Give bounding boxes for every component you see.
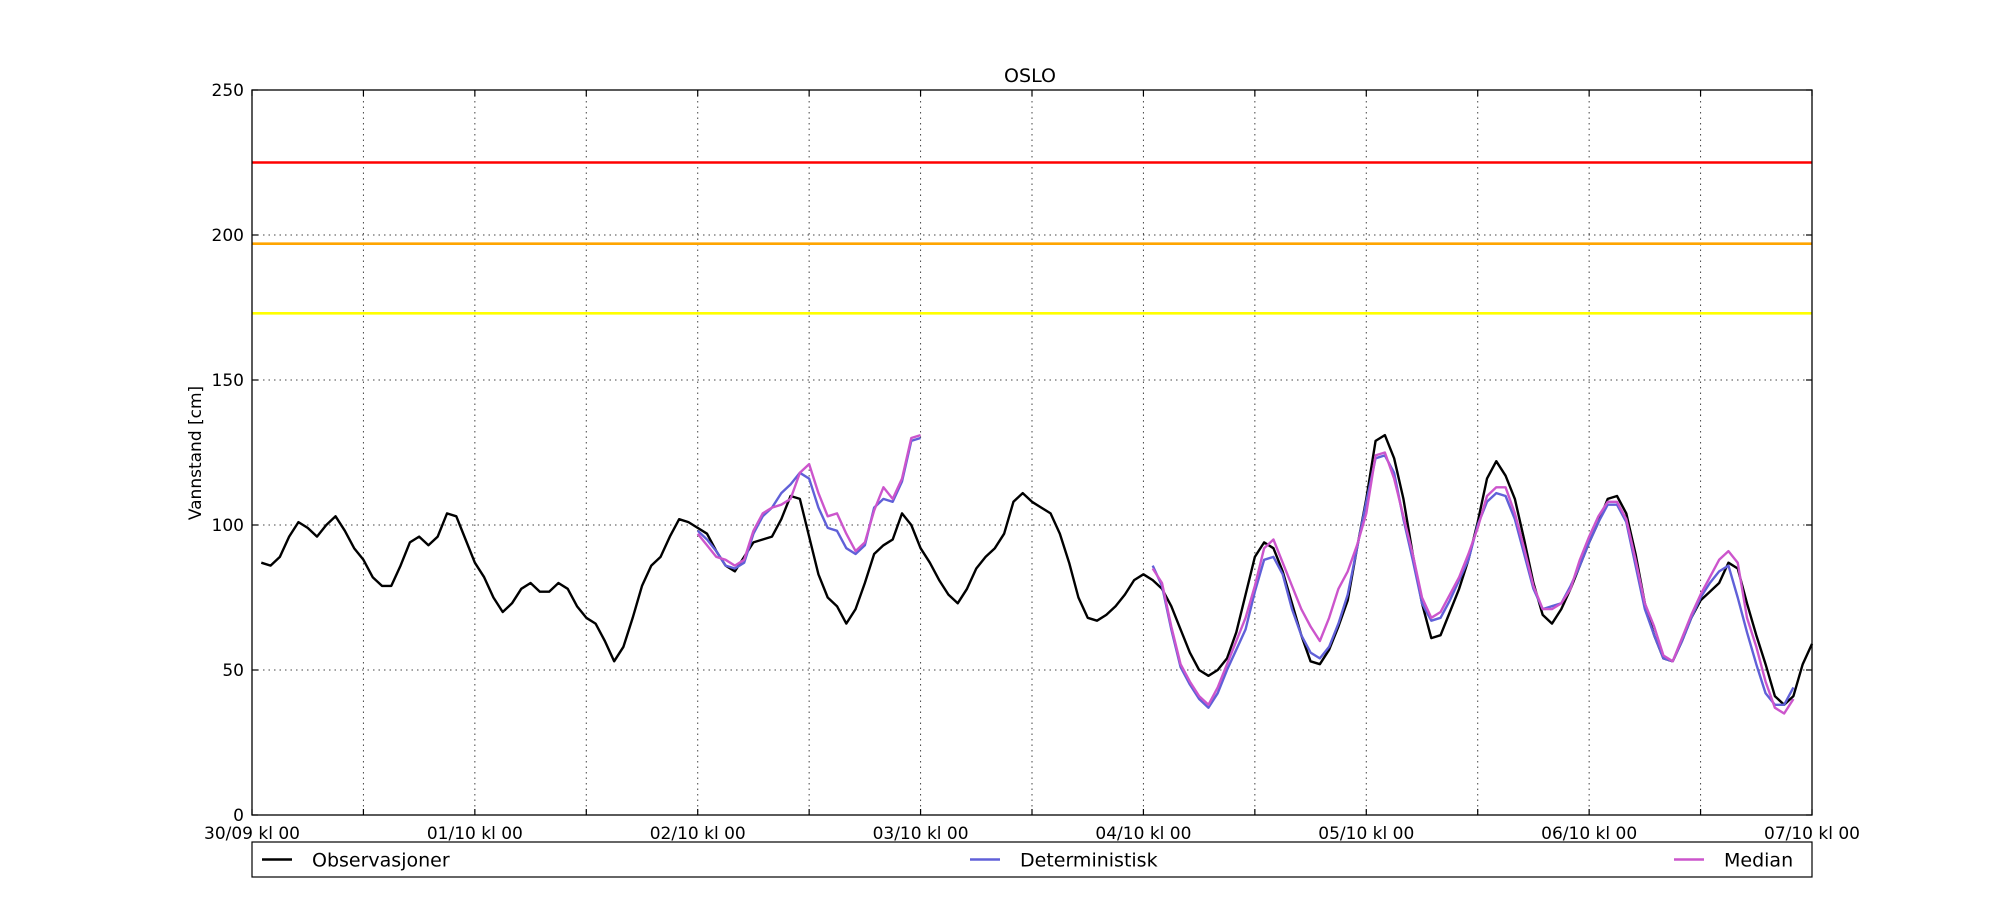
series-line-median xyxy=(1151,451,1795,715)
legend-box xyxy=(251,841,1813,878)
y-tick-label: 250 xyxy=(212,81,244,101)
legend-label-observasjoner: Observasjoner xyxy=(312,850,450,872)
y-tick-label: 50 xyxy=(222,661,244,681)
y-tick-label: 200 xyxy=(212,226,244,246)
x-tick-label: 06/10 kl 00 xyxy=(1541,824,1637,844)
series-line-deterministisk xyxy=(696,436,921,570)
chart-title: OSLO xyxy=(1004,65,1056,87)
series-lines xyxy=(260,433,1814,715)
axes: 0 50 100 150 200 250 30/09 kl 00 01/10 kl 00 02/… xyxy=(204,81,1860,844)
x-tick-label: 30/09 kl 00 xyxy=(204,824,300,844)
legend-label-median: Median xyxy=(1724,850,1793,872)
x-tick-label: 03/10 kl 00 xyxy=(873,824,969,844)
legend: Observasjoner Deterministisk Median xyxy=(251,841,1813,878)
x-tick-label: 04/10 kl 00 xyxy=(1095,824,1191,844)
x-tick-label: 02/10 kl 00 xyxy=(650,824,746,844)
y-tick-label: 150 xyxy=(212,371,244,391)
x-tick-label: 05/10 kl 00 xyxy=(1318,824,1414,844)
threshold-lines xyxy=(252,161,1812,315)
legend-label-deterministisk: Deterministisk xyxy=(1020,850,1158,872)
series-line-median xyxy=(696,433,921,567)
x-tick-label: 01/10 kl 00 xyxy=(427,824,523,844)
y-axis-label: Vannstand [cm] xyxy=(186,386,206,520)
y-tick-label: 100 xyxy=(212,516,244,536)
grid xyxy=(252,90,1812,815)
y-tick-label: 0 xyxy=(233,806,244,826)
series-line-observasjoner xyxy=(260,433,1814,706)
x-tick-label: 07/10 kl 00 xyxy=(1764,824,1860,844)
